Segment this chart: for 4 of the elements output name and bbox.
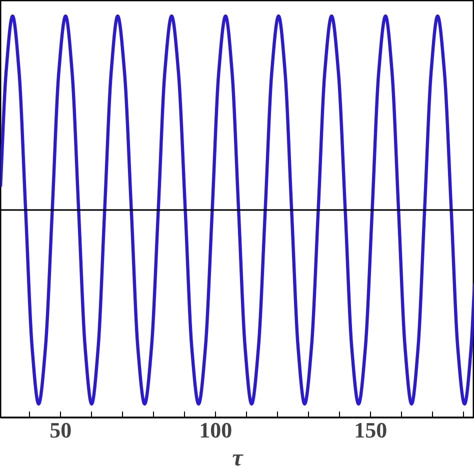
x-tick-label: 150 (354, 418, 388, 442)
x-axis-title: τ (232, 446, 244, 472)
x-tick-label: 50 (50, 418, 72, 442)
x-tick-label: 100 (199, 418, 232, 442)
